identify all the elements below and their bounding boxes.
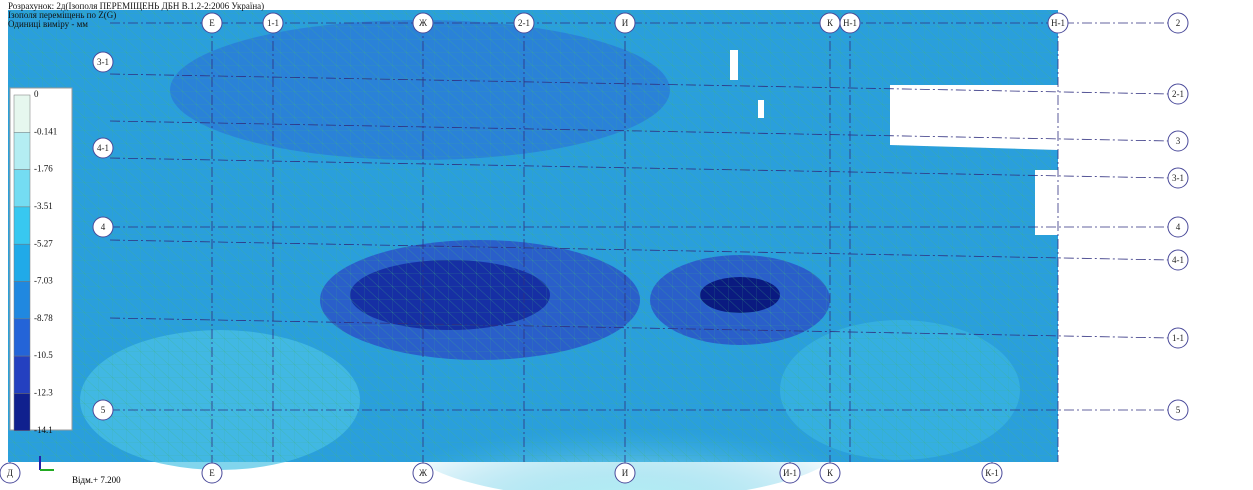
bubble-label: 1-1 — [1172, 333, 1184, 343]
legend-label: -5.27 — [34, 238, 53, 248]
legend-label: -0.141 — [34, 126, 57, 136]
axis-bubble: 2-1 — [514, 13, 534, 33]
bubble-label: 2 — [1176, 18, 1181, 28]
axis-bubble: 5 — [1168, 400, 1188, 420]
bubble-label: 4-1 — [1172, 255, 1184, 265]
bubble-label: Ж — [419, 18, 428, 28]
axis-bubble: 5 — [93, 400, 113, 420]
bubble-label: Д — [7, 468, 13, 478]
bubble-label: 3-1 — [97, 57, 109, 67]
legend-swatch — [14, 244, 30, 281]
bubble-label: Е — [209, 468, 215, 478]
axis-bubble: К — [820, 13, 840, 33]
bubble-label: 3-1 — [1172, 173, 1184, 183]
legend: 0 -0.141 -1.76 -3.51 -5.27 -7.03 -8.78 -10.5 -12… — [10, 88, 72, 435]
axis-bubble: 1-1 — [263, 13, 283, 33]
legend-swatch — [14, 282, 30, 319]
axis-bubble: Е — [202, 463, 222, 483]
legend-swatch — [14, 170, 30, 207]
bubble-label: 5 — [1176, 405, 1181, 415]
axis-bubble: К-1 — [982, 463, 1002, 483]
legend-label: -14.1 — [34, 425, 53, 435]
bubble-label: 2-1 — [518, 18, 530, 28]
screen: Розрахунок: 2д(Ізополя ПЕРЕМІЩЕНЬ ДБН В.… — [0, 0, 1253, 490]
bubble-label: Ж — [419, 468, 428, 478]
axis-bubble: 4-1 — [93, 138, 113, 158]
bubble-label: 3 — [1176, 136, 1181, 146]
axis-bubble: Ж — [413, 13, 433, 33]
bubble-label: Е — [209, 18, 215, 28]
axis-bubble: 1-1 — [1168, 328, 1188, 348]
legend-swatch — [14, 207, 30, 244]
axis-bubble: 3-1 — [93, 52, 113, 72]
legend-swatch — [14, 393, 30, 430]
axis-bubble: И-1 — [780, 463, 800, 483]
bubble-label: 4-1 — [97, 143, 109, 153]
axis-bubble: И — [615, 463, 635, 483]
bubble-label: Н-1 — [1051, 18, 1065, 28]
bubble-label: К-1 — [985, 468, 999, 478]
legend-label: 0 — [34, 89, 39, 99]
legend-label: -3.51 — [34, 201, 53, 211]
axis-bubble: Н-1 — [1048, 13, 1068, 33]
axis-bubble: 4 — [1168, 217, 1188, 237]
bubble-label: 4 — [101, 222, 106, 232]
axis-bubble: 2 — [1168, 13, 1188, 33]
legend-swatch — [14, 319, 30, 356]
legend-swatch — [14, 132, 30, 169]
bubble-label: Н-1 — [843, 18, 857, 28]
bubble-label: И — [622, 18, 629, 28]
bubble-label: И-1 — [783, 468, 797, 478]
bubble-label: 2-1 — [1172, 89, 1184, 99]
axis-bubble: Н-1 — [840, 13, 860, 33]
bubble-label: 4 — [1176, 222, 1181, 232]
axis-bubble: 4 — [93, 217, 113, 237]
legend-label: -7.03 — [34, 276, 53, 286]
axis-bubble: Ж — [413, 463, 433, 483]
bubble-label: И — [622, 468, 629, 478]
bubble-label: 5 — [101, 405, 106, 415]
axis-bubble: Е — [202, 13, 222, 33]
bubble-label: 1-1 — [267, 18, 279, 28]
axis-bubble: 4-1 — [1168, 250, 1188, 270]
axis-bubble: 2-1 — [1168, 84, 1188, 104]
bubble-label: К — [827, 468, 834, 478]
elevation: Відм.+ 7.200 — [72, 475, 121, 485]
axis-bubble: Д — [0, 463, 20, 483]
axis-bubble: 3 — [1168, 131, 1188, 151]
bubble-label: К — [827, 18, 834, 28]
legend-label: -1.76 — [34, 164, 53, 174]
legend-swatch — [14, 356, 30, 393]
axis-bubble: 3-1 — [1168, 168, 1188, 188]
legend-label: -12.3 — [34, 387, 53, 397]
legend-label: -10.5 — [34, 350, 53, 360]
axis-bubble: К — [820, 463, 840, 483]
axis-bubble: И — [615, 13, 635, 33]
header-line: Одиниці виміру - мм — [8, 19, 88, 29]
legend-swatch — [14, 95, 30, 132]
legend-label: -8.78 — [34, 313, 53, 323]
